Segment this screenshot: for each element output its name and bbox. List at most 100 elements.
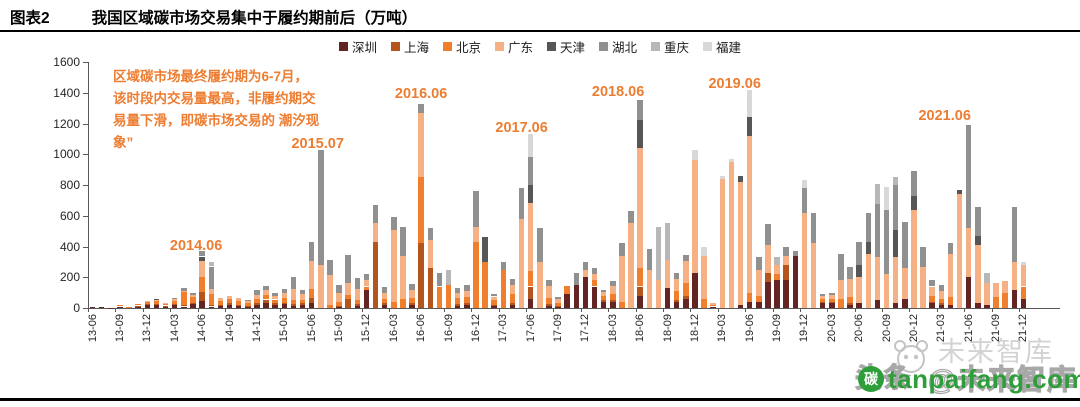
x-axis-tick bbox=[690, 308, 692, 312]
bar-segment-hubei-20-05 bbox=[847, 266, 853, 279]
bar-segment-guangdong-21-11 bbox=[1011, 261, 1018, 290]
legend-label-shanghai: 上海 bbox=[403, 41, 429, 55]
bar-segment-guangdong-15-08 bbox=[327, 274, 333, 305]
bar-segment-shanghai-14-03 bbox=[171, 304, 178, 305]
bar-segment-hubei-15-09 bbox=[336, 284, 342, 293]
bar-segment-shanghai-15-11 bbox=[354, 304, 360, 306]
bar-segment-shenzhen-13-11 bbox=[135, 306, 141, 308]
bar-segment-beijing-14-03 bbox=[171, 300, 178, 304]
bar-segment-shenzhen-14-05 bbox=[190, 304, 196, 308]
bar-segment-chongqing-21-08 bbox=[984, 272, 990, 284]
bar-segment-shenzhen-18-11 bbox=[683, 298, 689, 308]
bar-segment-shenzhen-21-12 bbox=[1020, 298, 1027, 308]
bar-segment-hubei-18-05 bbox=[628, 211, 634, 224]
bar-segment-hubei-14-12 bbox=[254, 290, 260, 295]
bar-segment-hubei-16-05 bbox=[409, 284, 415, 291]
bar-segment-shenzhen-20-03 bbox=[829, 303, 835, 308]
bar-segment-guangdong-18-11 bbox=[683, 261, 689, 284]
bar-segment-chongqing-16-09 bbox=[445, 270, 452, 285]
bar-segment-guangdong-17-02 bbox=[491, 296, 497, 301]
bar-segment-guangdong-20-05 bbox=[847, 278, 853, 298]
bar-segment-guangdong-17-05 bbox=[518, 218, 525, 308]
bar-segment-hubei-20-10 bbox=[892, 185, 899, 230]
bar-segment-guangdong-16-03 bbox=[391, 229, 397, 302]
x-axis-label: 17-06 bbox=[524, 314, 537, 343]
legend-label-chongqing: 重庆 bbox=[664, 41, 690, 55]
y-axis-tick bbox=[83, 246, 88, 248]
bar-segment-hubei-15-05 bbox=[299, 290, 306, 295]
x-axis-tick bbox=[443, 308, 445, 312]
bar-segment-shenzhen-20-05 bbox=[847, 304, 853, 308]
bar-segment-hubei-14-03 bbox=[171, 297, 178, 300]
bar-segment-beijing-14-09 bbox=[226, 298, 233, 304]
x-axis-tick bbox=[115, 308, 117, 312]
x-axis-tick bbox=[170, 308, 172, 312]
bar-segment-guangdong-18-09 bbox=[664, 260, 671, 288]
bar-segment-guangdong-20-04 bbox=[838, 280, 844, 299]
bar-segment-beijing-14-04 bbox=[181, 292, 187, 306]
bar-segment-hubei-15-12 bbox=[363, 274, 370, 281]
bar-segment-shanghai-14-10 bbox=[235, 304, 242, 306]
bar-segment-shenzhen-14-06 bbox=[199, 301, 205, 308]
bar-segment-shenzhen-14-07 bbox=[208, 306, 214, 308]
bar-segment-shanghai-18-11 bbox=[683, 295, 689, 299]
y-axis-label: 400 bbox=[59, 239, 80, 254]
bar-segment-guangdong-20-11 bbox=[902, 268, 908, 299]
bar-segment-shenzhen-15-11 bbox=[354, 305, 360, 308]
x-axis-tick bbox=[663, 308, 664, 312]
bar-segment-hubei-16-02 bbox=[381, 286, 388, 293]
bar-segment-guangdong-21-07 bbox=[975, 245, 981, 304]
x-axis-label: 18-03 bbox=[606, 314, 619, 343]
legend-swatch-hubei bbox=[599, 42, 609, 51]
bar-segment-chongqing-14-07 bbox=[208, 261, 214, 267]
bar-segment-hubei-20-04 bbox=[838, 254, 844, 281]
bar-segment-tianjin-19-05 bbox=[737, 175, 744, 182]
bar-segment-fujian-19-01 bbox=[701, 247, 707, 256]
bar-segment-beijing-13-11 bbox=[135, 304, 141, 306]
legend-item-beijing: 北京 bbox=[442, 37, 481, 56]
bar-segment-guangdong-16-02 bbox=[381, 292, 388, 299]
bar-segment-beijing-15-04 bbox=[290, 300, 297, 305]
bar-segment-guangdong-15-12 bbox=[363, 280, 370, 287]
bar-segment-beijing-14-07 bbox=[208, 294, 214, 305]
bar-segment-shanghai-20-03 bbox=[829, 301, 835, 304]
legend-swatch-chongqing bbox=[651, 42, 661, 51]
bar-segment-shanghai-14-06 bbox=[199, 291, 205, 302]
bar-segment-shenzhen-19-09 bbox=[774, 280, 780, 308]
bar-segment-guangdong-15-04 bbox=[290, 288, 297, 301]
bar-segment-beijing-15-08 bbox=[327, 304, 333, 308]
bar-segment-beijing-20-05 bbox=[847, 297, 853, 304]
bar-segment-chongqing-18-09 bbox=[664, 222, 671, 261]
bar-segment-hubei-18-04 bbox=[619, 243, 625, 256]
bar-segment-guangdong-21-03 bbox=[938, 291, 945, 299]
x-axis-tick bbox=[361, 308, 363, 312]
bar-segment-hubei-16-08 bbox=[436, 272, 443, 287]
bar-segment-shenzhen-13-09 bbox=[117, 306, 123, 308]
bar-segment-fujian-21-12 bbox=[1020, 261, 1027, 265]
bar-segment-beijing-16-09 bbox=[445, 284, 452, 308]
y-axis-tick bbox=[83, 277, 88, 279]
bar-segment-shanghai-21-02 bbox=[929, 301, 935, 304]
bar-segment-shanghai-15-05 bbox=[299, 303, 306, 305]
bar-segment-shanghai-15-04 bbox=[290, 304, 297, 306]
bar-segment-hubei-14-04 bbox=[181, 287, 187, 291]
x-axis-tick bbox=[635, 308, 637, 312]
bar-segment-hubei-21-02 bbox=[929, 279, 935, 287]
bar-segment-guangdong-17-08 bbox=[546, 285, 552, 298]
bar-segment-beijing-16-06 bbox=[418, 177, 424, 244]
bar-segment-guangdong-21-04 bbox=[947, 254, 954, 298]
x-axis-tick bbox=[580, 308, 582, 312]
x-axis-label: 15-12 bbox=[360, 314, 373, 343]
bar-segment-guangdong-15-09 bbox=[336, 292, 342, 302]
bar-segment-shanghai-17-06 bbox=[527, 286, 534, 299]
x-axis-label: 18-12 bbox=[688, 314, 701, 343]
bar-segment-guangdong-15-02 bbox=[272, 295, 278, 300]
bar-segment-guangdong-19-03 bbox=[719, 178, 725, 308]
bar-segment-hubei-21-06 bbox=[965, 125, 972, 228]
bar-segment-beijing-14-06 bbox=[199, 277, 205, 292]
x-axis-tick bbox=[799, 308, 801, 312]
bar-segment-hubei-20-01 bbox=[810, 213, 817, 244]
x-axis-tick bbox=[854, 308, 856, 312]
bar-segment-hubei-18-11 bbox=[683, 255, 689, 262]
x-axis-label: 17-09 bbox=[552, 314, 564, 343]
